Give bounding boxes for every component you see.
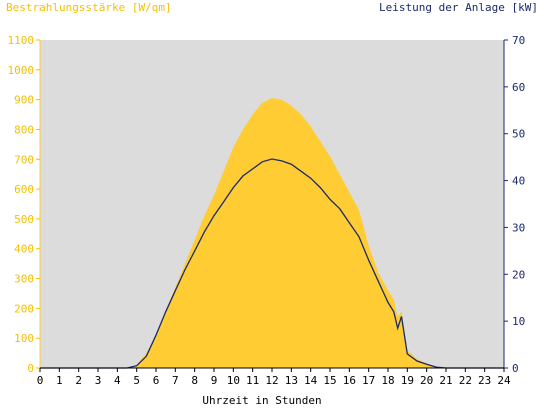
left-tick-label: 400 bbox=[14, 243, 34, 256]
data-layer bbox=[40, 98, 504, 369]
left-tick-label: 600 bbox=[14, 183, 34, 196]
x-tick-label: 4 bbox=[114, 374, 121, 387]
x-tick-label: 7 bbox=[172, 374, 179, 387]
x-tick-label: 10 bbox=[227, 374, 240, 387]
x-tick-label: 13 bbox=[285, 374, 298, 387]
x-tick-label: 21 bbox=[439, 374, 452, 387]
x-tick-label: 19 bbox=[401, 374, 414, 387]
x-tick-label: 12 bbox=[265, 374, 278, 387]
x-tick-label: 24 bbox=[497, 374, 511, 387]
left-tick-label: 300 bbox=[14, 273, 34, 286]
x-tick-label: 23 bbox=[478, 374, 491, 387]
right-tick-label: 0 bbox=[512, 362, 519, 375]
left-tick-label: 100 bbox=[14, 332, 34, 345]
left-tick-label: 0 bbox=[27, 362, 34, 375]
left-axis-title: Bestrahlungsstärke [W/qm] bbox=[6, 1, 172, 14]
x-tick-label: 14 bbox=[304, 374, 318, 387]
x-tick-label: 3 bbox=[95, 374, 102, 387]
x-tick-label: 5 bbox=[133, 374, 140, 387]
right-tick-label: 30 bbox=[512, 221, 525, 234]
x-tick-label: 8 bbox=[191, 374, 198, 387]
irradiance-area bbox=[40, 98, 504, 368]
right-tick-label: 20 bbox=[512, 268, 525, 281]
x-tick-label: 20 bbox=[420, 374, 433, 387]
power-line bbox=[40, 158, 504, 369]
x-tick-label: 17 bbox=[362, 374, 375, 387]
x-tick-label: 0 bbox=[37, 374, 44, 387]
x-tick-label: 11 bbox=[246, 374, 259, 387]
x-tick-label: 16 bbox=[343, 374, 356, 387]
x-tick-label: 18 bbox=[381, 374, 394, 387]
x-axis-label: Uhrzeit in Stunden bbox=[202, 394, 321, 407]
left-tick-label: 1000 bbox=[8, 64, 35, 77]
right-tick-label: 60 bbox=[512, 81, 525, 94]
right-tick-label: 50 bbox=[512, 128, 525, 141]
right-tick-label: 10 bbox=[512, 315, 525, 328]
x-tick-label: 6 bbox=[153, 374, 160, 387]
left-ticks: 0 100 200 300 400 500 600 700 800 900 1000 1100 bbox=[8, 34, 40, 375]
left-tick-label: 500 bbox=[14, 213, 34, 226]
right-tick-label: 70 bbox=[512, 34, 525, 47]
left-tick-label: 800 bbox=[14, 123, 34, 136]
right-tick-label: 40 bbox=[512, 175, 525, 188]
x-tick-label: 9 bbox=[211, 374, 218, 387]
x-ticks: 0 1 2 3 4 5 6 7 8 9 10 11 12 13 14 15 16 17 18 19 20 21 22 23 24 bbox=[37, 368, 511, 387]
left-tick-label: 200 bbox=[14, 302, 34, 315]
left-tick-label: 1100 bbox=[8, 34, 35, 47]
x-tick-label: 15 bbox=[323, 374, 336, 387]
left-tick-label: 900 bbox=[14, 94, 34, 107]
right-ticks: 0 10 20 30 40 50 60 70 bbox=[504, 34, 525, 375]
x-tick-label: 22 bbox=[459, 374, 472, 387]
x-tick-label: 2 bbox=[75, 374, 82, 387]
x-tick-label: 1 bbox=[56, 374, 63, 387]
left-tick-label: 700 bbox=[14, 153, 34, 166]
right-axis-title: Leistung der Anlage [kW] bbox=[379, 1, 538, 14]
